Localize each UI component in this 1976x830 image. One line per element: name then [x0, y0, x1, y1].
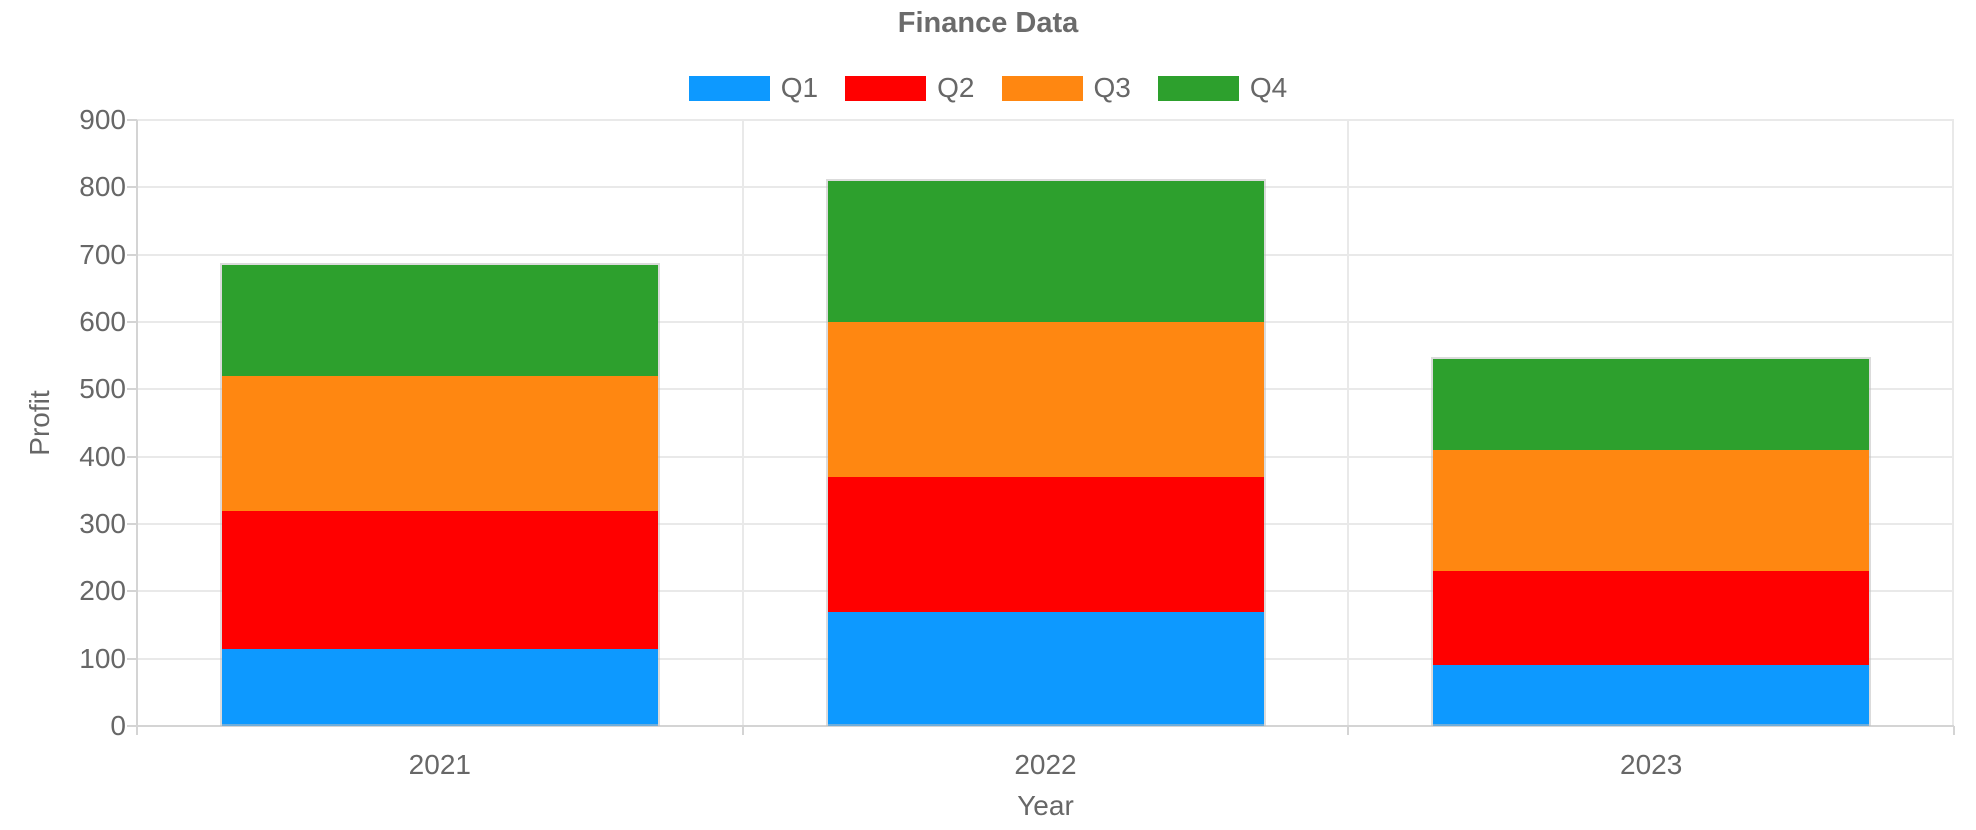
y-tick-label-800: 800 [79, 171, 126, 203]
x-tick-label-2023: 2023 [1620, 749, 1683, 780]
legend-swatch-q4 [1157, 75, 1239, 101]
axis-line-bottom [127, 725, 1954, 727]
legend-label-q4: Q4 [1249, 72, 1288, 103]
chart-title: Finance Data [897, 7, 1079, 39]
bar-2021-q4[interactable] [221, 264, 658, 376]
y-tick-label-900: 900 [79, 104, 126, 135]
bar-2022-q3[interactable] [827, 322, 1264, 477]
x-tick-label-2021: 2021 [408, 749, 471, 780]
bar-2021-q2[interactable] [221, 510, 658, 649]
bar-2022-q1[interactable] [827, 611, 1264, 726]
y-tick-800 [127, 186, 137, 189]
y-tick-900 [127, 119, 137, 121]
legend-swatch-q2 [845, 75, 927, 101]
y-tick-600 [127, 321, 137, 323]
plot-right-border [1952, 120, 1954, 726]
bar-2023-q2[interactable] [1433, 571, 1870, 666]
legend-label-q3: Q3 [1093, 72, 1131, 103]
y-tick-label-600: 600 [79, 306, 126, 337]
legend-item-q1[interactable]: Q1 [688, 72, 819, 103]
y-tick-300 [127, 523, 137, 525]
x-tick-2 [1347, 726, 1350, 735]
legend-swatch-q1 [688, 75, 770, 101]
y-tick-label-0: 0 [110, 710, 126, 741]
legend-item-q4[interactable]: Q4 [1157, 72, 1288, 103]
bar-2021-q1[interactable] [221, 648, 658, 726]
bar-2023-q4[interactable] [1433, 359, 1870, 450]
x-gridline-1 [741, 120, 744, 726]
y-tick-400 [127, 455, 137, 458]
legend: Q1 Q2 Q3 Q4 [0, 72, 1976, 104]
x-axis-title: Year [1017, 790, 1074, 821]
y-tick-700 [127, 253, 137, 256]
y-tick-label-200: 200 [79, 575, 126, 607]
bar-2022-q4[interactable] [827, 180, 1264, 322]
bar-2022-q2[interactable] [827, 476, 1264, 612]
y-tick-label-400: 400 [79, 440, 126, 472]
legend-item-q2[interactable]: Q2 [845, 72, 975, 103]
legend-swatch-q3 [1001, 75, 1083, 101]
y-tick-label-100: 100 [79, 642, 126, 674]
y-tick-200 [127, 590, 137, 593]
y-tick-label-700: 700 [79, 238, 126, 270]
y-tick-label-300: 300 [79, 508, 126, 539]
legend-label-q2: Q2 [937, 72, 975, 103]
x-tick-label-2022: 2022 [1014, 749, 1077, 780]
bar-2021-q3[interactable] [221, 375, 658, 511]
axis-line-left [136, 120, 138, 735]
x-gridline-2 [1347, 120, 1350, 726]
x-tick-3 [1953, 726, 1955, 735]
legend-item-q3[interactable]: Q3 [1001, 72, 1131, 103]
bar-2023-q1[interactable] [1433, 665, 1870, 726]
y-gridline-900 [137, 119, 1954, 121]
y-tick-100 [127, 657, 137, 660]
legend-label-q1: Q1 [780, 72, 819, 103]
x-tick-1 [741, 726, 744, 735]
y-tick-label-500: 500 [79, 373, 126, 405]
bar-2023-q3[interactable] [1433, 449, 1870, 572]
y-tick-500 [127, 388, 137, 391]
